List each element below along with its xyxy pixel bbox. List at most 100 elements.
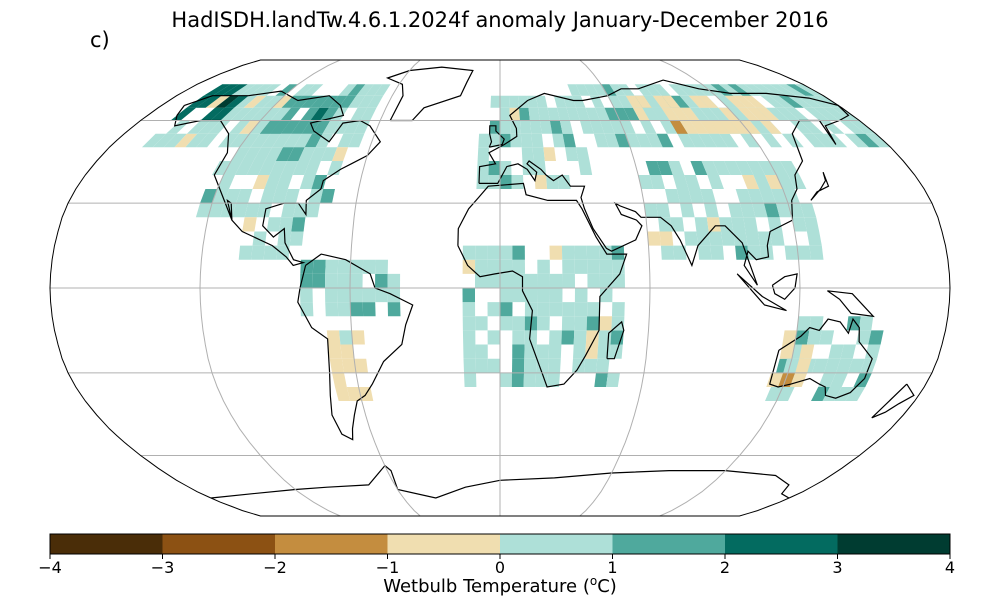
anomaly-cell [557, 107, 570, 121]
anomaly-cell [836, 358, 853, 373]
anomaly-cell [606, 372, 620, 387]
anomaly-cell [500, 302, 513, 317]
anomaly-cell [487, 330, 500, 345]
anomaly-cell [258, 161, 276, 175]
anomaly-cell [362, 302, 376, 317]
anomaly-cell [719, 133, 739, 148]
anomaly-cell [489, 133, 500, 148]
anomaly-cell [269, 161, 288, 175]
anomaly-cell [511, 372, 524, 387]
anomaly-cell [347, 84, 366, 96]
anomaly-cell [500, 120, 511, 134]
anomaly-cell [462, 316, 476, 331]
anomaly-cell [242, 147, 262, 161]
anomaly-cell [746, 107, 770, 121]
anomaly-cell [673, 245, 687, 260]
anomaly-cell [248, 84, 273, 96]
anomaly-cell [224, 95, 249, 108]
anomaly-cell [789, 120, 814, 134]
anomaly-cell [302, 84, 324, 96]
anomaly-cell [489, 120, 500, 134]
anomaly-cell [737, 107, 760, 121]
anomaly-cell [759, 245, 774, 260]
anomaly-cell [337, 302, 351, 317]
anomaly-cell [788, 175, 807, 189]
anomaly-cell [760, 84, 788, 96]
anomaly-cell [651, 107, 670, 121]
anomaly-cell [387, 302, 401, 317]
anomaly-cell [832, 107, 860, 121]
anomaly-cell [375, 259, 388, 274]
anomaly-cell [487, 358, 500, 373]
anomaly-cell [573, 330, 587, 345]
anomaly-cell [536, 358, 549, 373]
anomaly-cell [574, 316, 588, 331]
anomaly-cell [647, 231, 661, 246]
anomaly-cell [587, 302, 600, 317]
anomaly-cell [665, 189, 680, 204]
meridian--60 [349, 60, 421, 516]
anomaly-cell [794, 330, 810, 345]
anomaly-cell [819, 120, 845, 134]
anomaly-cell [224, 189, 241, 204]
anomaly-cell [638, 175, 654, 189]
anomaly-cell [652, 95, 671, 108]
anomaly-cell [559, 120, 574, 134]
anomaly-cell [585, 107, 600, 121]
anomaly-cell [252, 231, 267, 246]
anomaly-cell [208, 203, 224, 218]
anomaly-cell [854, 133, 880, 148]
anomaly-cell [536, 344, 550, 359]
anomaly-cell [350, 259, 364, 274]
anomaly-cell [749, 120, 772, 134]
anomaly-cell [210, 107, 235, 121]
anomaly-cell [764, 203, 780, 218]
anomaly-cell [251, 245, 265, 260]
anomaly-cell [293, 84, 315, 96]
anomaly-cell [272, 189, 288, 204]
anomaly-cell [538, 107, 550, 121]
anomaly-cell [230, 84, 256, 96]
anomaly-cell [524, 358, 537, 373]
colorbar-tick-label: 4 [944, 558, 956, 577]
anomaly-cell [574, 302, 588, 317]
anomaly-cell [823, 133, 848, 148]
anomaly-cell [326, 330, 341, 345]
anomaly-cell [231, 147, 251, 161]
anomaly-cell [612, 302, 625, 317]
anomaly-cell [329, 358, 344, 373]
anomaly-cell [280, 107, 301, 121]
anomaly-cell [490, 95, 500, 108]
anomaly-cell [708, 231, 723, 246]
anomaly-cell [634, 84, 653, 96]
anomaly-cell [240, 107, 263, 121]
anomaly-cell [687, 133, 707, 148]
anomaly-cell [562, 273, 575, 288]
anomaly-cell [819, 330, 835, 345]
anomaly-cell [239, 120, 261, 134]
anomaly-cell [243, 95, 267, 108]
anomaly-cell [562, 133, 576, 148]
anomaly-cell [232, 203, 248, 218]
anomaly-cell [783, 358, 800, 373]
coastline-africa [457, 182, 628, 388]
globe-outline [49, 59, 951, 517]
anomaly-cell [215, 95, 240, 108]
anomaly-cell [320, 189, 335, 204]
anomaly-cell [573, 344, 586, 359]
anomaly-cell [718, 217, 734, 232]
anomaly-cell [858, 316, 874, 331]
anomaly-cell [549, 330, 562, 345]
anomaly-cell [575, 147, 590, 161]
anomaly-cell [281, 161, 299, 175]
anomaly-cell [585, 344, 599, 359]
colorbar-tick-label: −3 [150, 558, 175, 577]
anomaly-cell [281, 95, 303, 108]
anomaly-cell [152, 133, 177, 148]
anomaly-cell [510, 133, 522, 148]
anomaly-cell [747, 189, 764, 204]
coastline-indonesia [736, 273, 787, 312]
anomaly-cell [660, 245, 675, 260]
anomaly-cell [223, 161, 243, 175]
anomaly-cell [724, 95, 747, 108]
